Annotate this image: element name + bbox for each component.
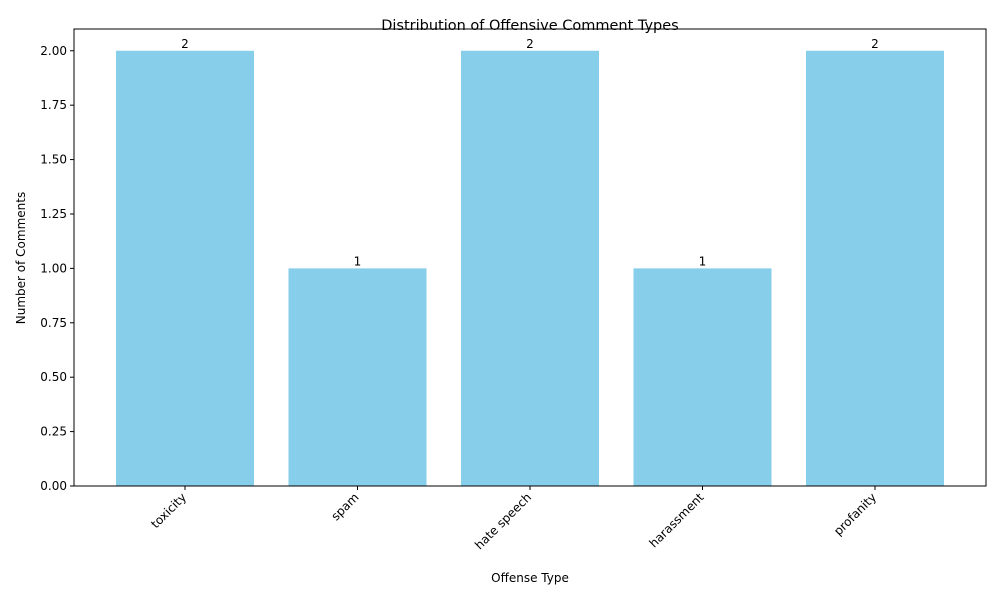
y-tick-label: 1.25 (40, 207, 67, 221)
y-tick-label: 1.75 (40, 98, 67, 112)
x-tick-label: toxicity (148, 490, 189, 531)
chart-title: Distribution of Offensive Comment Types (381, 18, 679, 34)
plot-frame (73, 28, 987, 487)
bar-toxicity (116, 50, 254, 487)
bar-harassment (633, 268, 772, 486)
bar-value-label: 1 (354, 254, 362, 268)
bar-value-label: 2 (526, 37, 534, 51)
bars-group (116, 50, 944, 487)
x-tick-label: harassment (646, 490, 706, 550)
data-labels-group: 2 1 2 1 2 (181, 37, 879, 269)
bar-spam (288, 268, 427, 486)
y-tick-label: 0.75 (40, 316, 67, 330)
y-tick-label: 0.25 (40, 425, 67, 439)
x-axis: toxicity spam hate speech harassment profani… (148, 486, 879, 552)
y-tick-label: 0.00 (40, 479, 67, 493)
y-tick-label: 1.50 (40, 153, 67, 167)
y-axis: 0.00 0.25 0.50 0.75 1.00 1.25 1.50 1.75 2.00 (40, 44, 74, 493)
bar-value-label: 1 (699, 254, 707, 268)
bar-value-label: 2 (181, 37, 189, 51)
y-tick-label: 2.00 (40, 44, 67, 58)
bar-profanity (806, 50, 944, 487)
y-axis-label: Number of Comments (14, 192, 28, 324)
y-tick-label: 1.00 (40, 261, 67, 275)
x-tick-label: spam (328, 490, 361, 523)
x-axis-label: Offense Type (491, 571, 569, 585)
bar-hate-speech (461, 50, 599, 487)
y-tick-label: 0.50 (40, 370, 67, 384)
x-tick-label: hate speech (472, 490, 534, 552)
x-tick-label: profanity (831, 490, 879, 538)
bar-value-label: 2 (871, 37, 879, 51)
